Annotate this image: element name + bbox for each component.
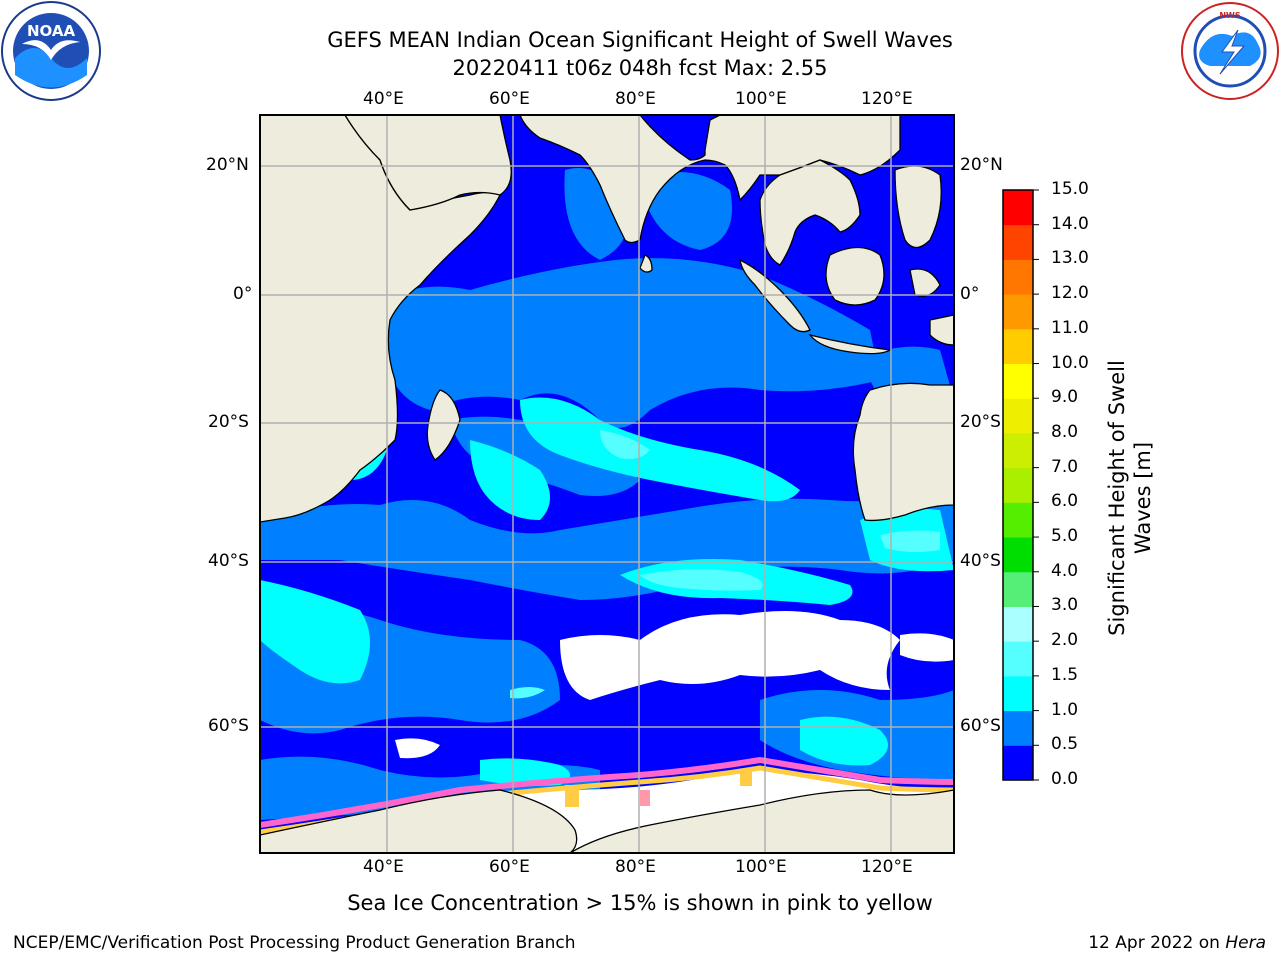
colorbar-tick-label: 3.0 xyxy=(1051,595,1079,616)
lat-label-left-20s: 20°S xyxy=(208,412,249,432)
colorbar-tick-label: 15.0 xyxy=(1051,179,1089,199)
colorbar-segment xyxy=(1003,224,1033,260)
lon-label-bottom-120e: 120°E xyxy=(861,857,913,877)
colorbar-tick-label: 1.0 xyxy=(1051,699,1079,720)
svg-text:NWS: NWS xyxy=(1219,11,1241,20)
lon-label-top-40e: 40°E xyxy=(363,89,404,109)
lat-label-left-20n: 20°N xyxy=(206,155,249,175)
colorbar-frame xyxy=(1002,189,1034,781)
lon-label-bottom-80e: 80°E xyxy=(615,857,656,877)
lat-label-left-60s: 60°S xyxy=(208,716,249,736)
nws-logo: NWS xyxy=(1181,2,1279,100)
colorbar-segment xyxy=(1003,745,1033,781)
colorbar-tick-label: 14.0 xyxy=(1051,213,1089,234)
colorbar-segment xyxy=(1003,571,1033,607)
footer-date: 12 Apr 2022 on Hera xyxy=(1088,933,1266,953)
colorbar-label-line2: Waves [m] xyxy=(1131,441,1155,555)
colorbar-tick-label: 6.0 xyxy=(1051,491,1079,512)
colorbar-tick-label: 0.5 xyxy=(1051,734,1079,755)
colorbar-segment xyxy=(1003,398,1033,434)
noaa-logo-text: NOAA xyxy=(27,22,76,40)
colorbar-segment xyxy=(1003,537,1033,573)
colorbar-segment xyxy=(1003,328,1033,365)
lat-label-right-40s: 40°S xyxy=(960,551,1001,571)
lon-label-top-100e: 100°E xyxy=(735,89,787,109)
colorbar-tick-label: 0.0 xyxy=(1051,769,1079,789)
lat-label-right-0: 0° xyxy=(960,284,980,304)
colorbar-tick-label: 7.0 xyxy=(1051,456,1079,477)
colorbar-tick-label: 10.0 xyxy=(1051,352,1089,373)
colorbar-label: Significant Height of Swell Waves [m] xyxy=(1104,338,1156,658)
sea-ice-note: Sea Ice Concentration > 15% is shown in … xyxy=(347,891,933,915)
lon-label-top-80e: 80°E xyxy=(615,89,656,109)
colorbar-tick-label: 4.0 xyxy=(1051,560,1079,581)
footer-host: Hera xyxy=(1225,933,1266,953)
colorbar-segment xyxy=(1003,467,1033,503)
graticule xyxy=(260,115,954,853)
colorbar-tick-label: 1.5 xyxy=(1051,664,1079,685)
chart-title-line2: 20220411 t06z 048h fcst Max: 2.55 xyxy=(452,56,828,80)
colorbar-tick-label: 12.0 xyxy=(1051,283,1089,304)
colorbar-tick-label: 13.0 xyxy=(1051,248,1089,269)
colorbar-segment xyxy=(1003,675,1033,712)
colorbar-tick-label: 11.0 xyxy=(1051,317,1089,338)
lat-label-right-60s: 60°S xyxy=(960,716,1001,736)
colorbar-segment xyxy=(1003,363,1033,399)
swell-1p5-2p0-regions xyxy=(510,430,940,699)
colorbar xyxy=(1002,189,1039,781)
colorbar-segment xyxy=(1003,606,1033,642)
noaa-logo: NOAA xyxy=(1,1,101,101)
lon-label-bottom-60e: 60°E xyxy=(489,857,530,877)
colorbar-segment xyxy=(1003,641,1033,677)
lon-label-bottom-40e: 40°E xyxy=(363,857,404,877)
colorbar-segment xyxy=(1003,294,1033,330)
colorbar-segment xyxy=(1003,502,1033,538)
land xyxy=(260,115,954,853)
colorbar-tick-label: 9.0 xyxy=(1051,387,1079,408)
chart-title-line1: GEFS MEAN Indian Ocean Significant Heigh… xyxy=(327,28,953,52)
colorbar-tick-label: 8.0 xyxy=(1051,421,1079,442)
colorbar-tick-label: 2.0 xyxy=(1051,630,1079,651)
footer-date-text: 12 Apr 2022 on xyxy=(1088,933,1226,953)
colorbar-segment xyxy=(1003,710,1033,746)
lon-label-top-120e: 120°E xyxy=(861,89,913,109)
colorbar-segment xyxy=(1003,432,1033,469)
footer-branch: NCEP/EMC/Verification Post Processing Pr… xyxy=(13,933,576,953)
colorbar-tick-label: 5.0 xyxy=(1051,526,1079,547)
lat-label-left-0: 0° xyxy=(233,284,253,304)
map-frame xyxy=(259,114,955,854)
colorbar-segment xyxy=(1003,190,1033,226)
lon-label-top-60e: 60°E xyxy=(489,89,530,109)
colorbar-label-line1: Significant Height of Swell xyxy=(1105,360,1129,636)
lon-label-bottom-100e: 100°E xyxy=(735,857,787,877)
lat-label-right-20n: 20°N xyxy=(960,155,1003,175)
lat-label-left-40s: 40°S xyxy=(208,551,249,571)
colorbar-segment xyxy=(1003,259,1033,295)
lat-label-right-20s: 20°S xyxy=(960,412,1001,432)
